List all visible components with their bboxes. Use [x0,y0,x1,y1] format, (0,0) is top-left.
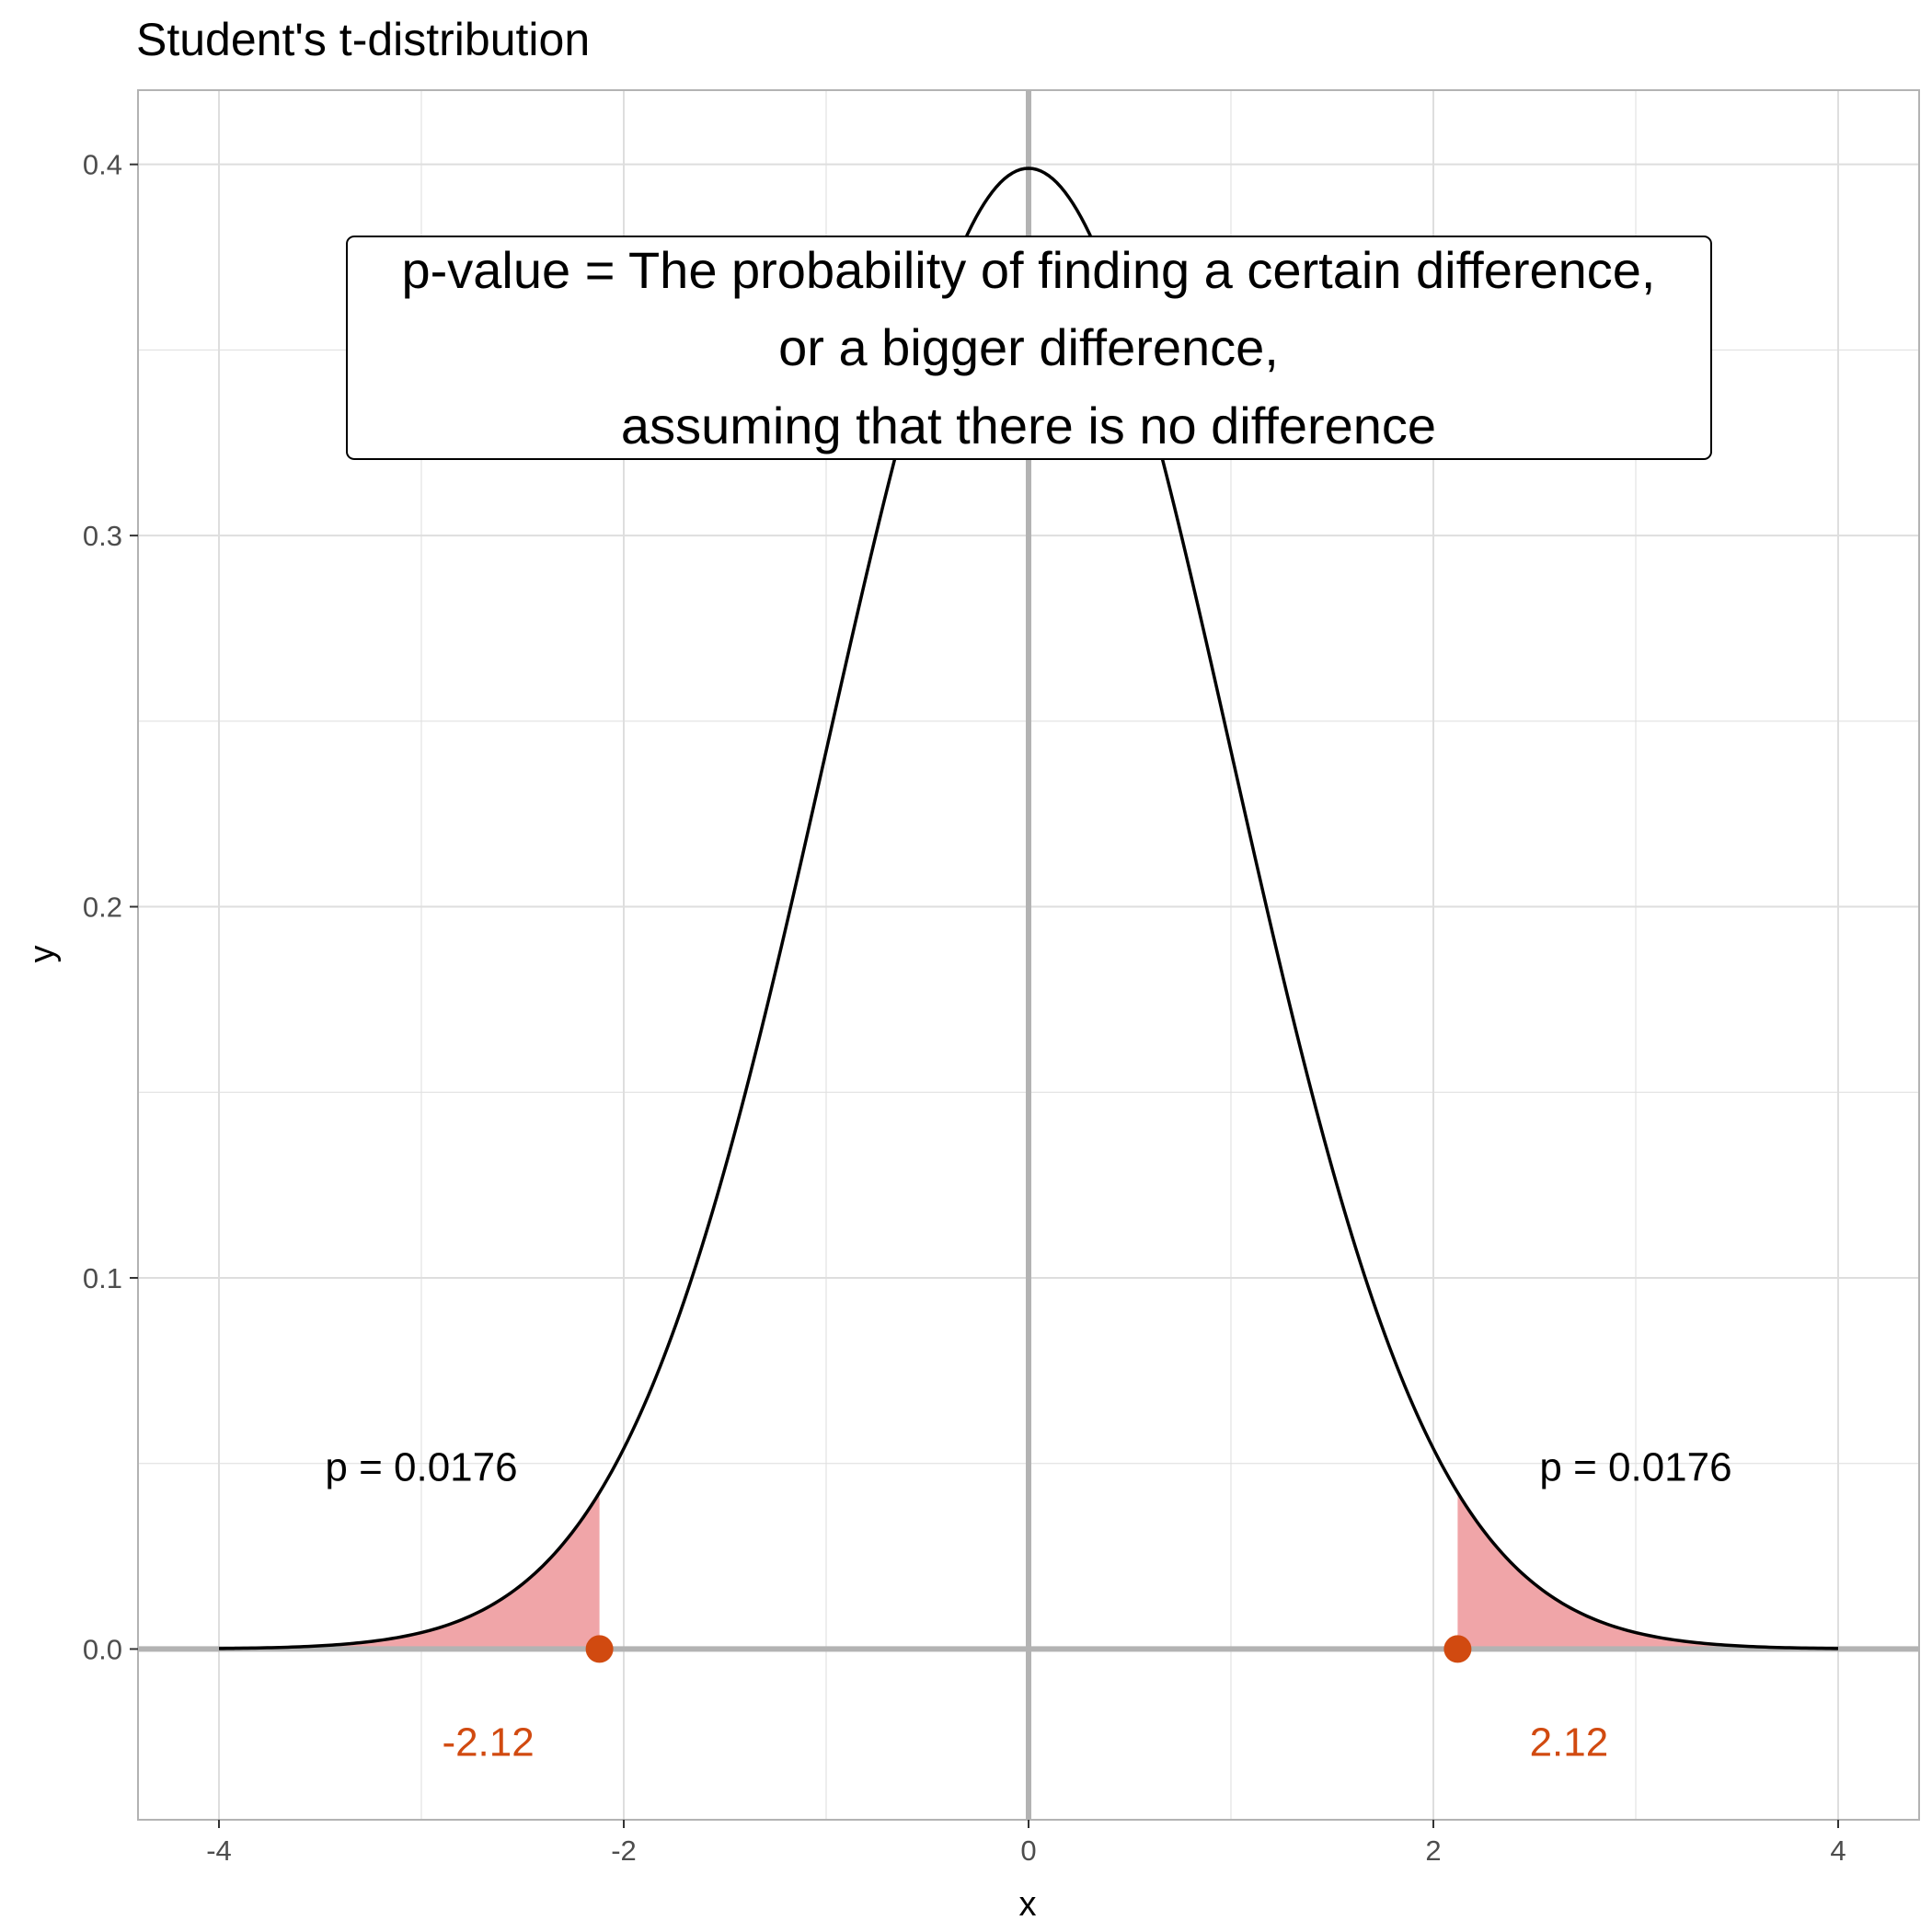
y-axis-ticks: 0.0 0.1 0.2 0.3 0.4 [83,149,138,1665]
x-axis-title: x [1019,1885,1037,1924]
x-axis-ticks: -4 -2 0 2 4 [206,1820,1846,1867]
y-tick-label: 0.0 [83,1633,122,1665]
tail-p-annotation: p = 0.0176 [1539,1445,1731,1490]
tail-shading [219,1492,1838,1650]
critical-point [1443,1635,1472,1663]
note-box-frame [346,236,1712,460]
critical-point [585,1635,614,1663]
y-tick-label: 0.2 [83,891,122,924]
density-curve [218,167,1839,1650]
note-line: or a bigger difference, [778,318,1279,376]
x-tick-label: 2 [1425,1834,1441,1867]
tail-shade [219,1492,600,1650]
note-line: assuming that there is no difference [621,397,1436,454]
tail-shade [1457,1492,1838,1650]
x-tick-label: 0 [1020,1834,1036,1867]
y-tick-label: 0.1 [83,1262,122,1294]
annotations: -2.12 2.12 p = 0.0176 p = 0.0176 [325,1445,1731,1765]
critical-value-label: -2.12 [442,1719,534,1765]
critical-points [585,1635,1472,1663]
density-curve-group [218,167,1839,1650]
note-line: p-value = The probability of finding a c… [401,241,1655,299]
y-axis-title: y [23,946,62,963]
y-tick-label: 0.4 [83,149,122,181]
chart-title: Student's t-distribution [136,14,590,65]
x-tick-label: -2 [611,1834,637,1867]
y-tick-label: 0.3 [83,520,122,552]
x-tick-label: 4 [1830,1834,1846,1867]
x-tick-label: -4 [206,1834,232,1867]
tail-p-annotation: p = 0.0176 [325,1445,517,1490]
critical-value-label: 2.12 [1530,1719,1609,1765]
note-box: p-value = The probability of finding a c… [346,236,1712,460]
